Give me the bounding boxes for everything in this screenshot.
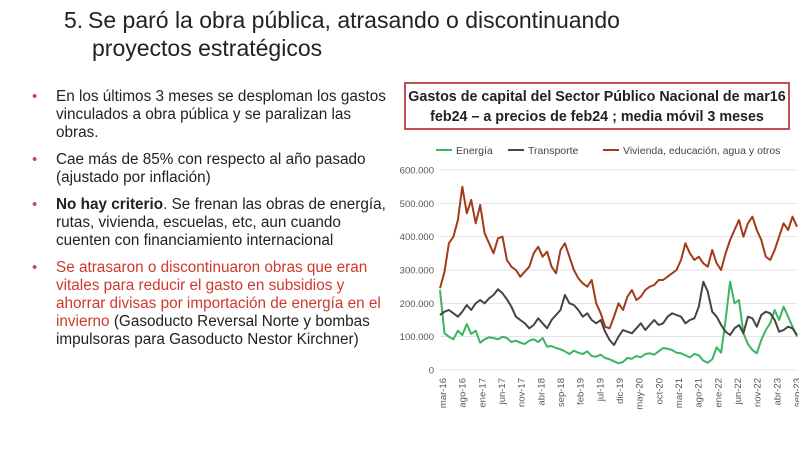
series-line (439, 185, 798, 330)
x-tick-label: jun-17 (497, 378, 508, 405)
bullet-text: En los últimos 3 meses se desploman los … (56, 88, 386, 141)
bullet-text: Cae más de 85% con respecto al año pasad… (56, 151, 366, 186)
bullet-item: • En los últimos 3 meses se desploman lo… (32, 88, 392, 142)
x-tick-label: nov-22 (753, 378, 764, 407)
bullet-text: (Gasoducto Reversal Norte y bombas impul… (56, 313, 370, 348)
legend-label: Energía (456, 145, 493, 157)
bullet-bold-text: No hay criterio (56, 196, 164, 213)
x-tick-label: jul-19 (595, 378, 606, 402)
x-tick-label: ene-22 (713, 378, 724, 408)
y-tick-label: 400.000 (400, 232, 434, 243)
bullet-list: • En los últimos 3 meses se desploman lo… (32, 88, 392, 358)
x-tick-label: ago-21 (694, 378, 705, 408)
chart-title: Gastos de capital del Sector Público Nac… (404, 82, 790, 130)
x-tick-label: nov-17 (517, 378, 528, 407)
x-tick-label: jun-22 (733, 378, 744, 405)
x-tick-label: may-20 (635, 378, 646, 410)
bullet-text: . Se frenan las obras de energía, rutas,… (56, 196, 386, 249)
x-tick-label: sep-18 (556, 378, 567, 407)
x-tick-label: abr-23 (772, 378, 783, 405)
page-title: 5. Se paró la obra pública, atrasando o d… (64, 6, 744, 62)
x-tick-label: dic-19 (615, 378, 626, 404)
y-tick-label: 0 (429, 366, 434, 377)
title-number: 5. (64, 7, 84, 33)
bullet-item: • Cae más de 85% con respecto al año pas… (32, 151, 392, 187)
bullet-dot-icon: • (32, 88, 38, 105)
title-line1: Se paró la obra pública, atrasando o dis… (88, 7, 620, 33)
bullet-dot-icon: • (32, 259, 38, 276)
y-tick-label: 200.000 (400, 299, 434, 310)
series-line (439, 280, 798, 346)
bullet-item: • Se atrasaron o discontinuaron obras qu… (32, 259, 392, 349)
x-tick-label: ago-16 (458, 378, 469, 408)
bullet-item: • No hay criterio. Se frenan las obras d… (32, 196, 392, 250)
bullet-dot-icon: • (32, 196, 38, 213)
x-tick-label: abr-18 (536, 378, 547, 405)
y-tick-label: 100.000 (400, 332, 434, 343)
x-tick-label: feb-19 (576, 378, 587, 405)
bullet-red-text: Se atrasaron o discontinuaron obras que … (56, 259, 381, 330)
x-tick-label: ene-17 (477, 378, 488, 408)
chart-title-line1: Gastos de capital del Sector Público Nac… (408, 89, 786, 105)
legend-label: Vivienda, educación, agua y otros (623, 145, 780, 157)
chart: Gastos de capital del Sector Público Nac… (398, 82, 799, 450)
x-tick-label: oct-20 (654, 378, 665, 404)
x-tick-label: mar-21 (674, 378, 685, 408)
y-tick-label: 300.000 (400, 266, 434, 277)
y-tick-label: 600.000 (400, 166, 434, 177)
chart-title-line2: feb24 – a precios de feb24 ; media móvil… (430, 109, 764, 125)
y-tick-label: 500.000 (400, 199, 434, 210)
x-tick-label: mar-16 (438, 378, 449, 408)
series-line (439, 280, 798, 365)
line-chart: Energía Transporte Vivienda, educación, ag… (400, 145, 799, 410)
title-line2: proyectos estratégicos (92, 35, 323, 61)
bullet-dot-icon: • (32, 151, 38, 168)
x-tick-label: sep-23 (792, 378, 799, 407)
legend-label: Transporte (528, 145, 579, 157)
